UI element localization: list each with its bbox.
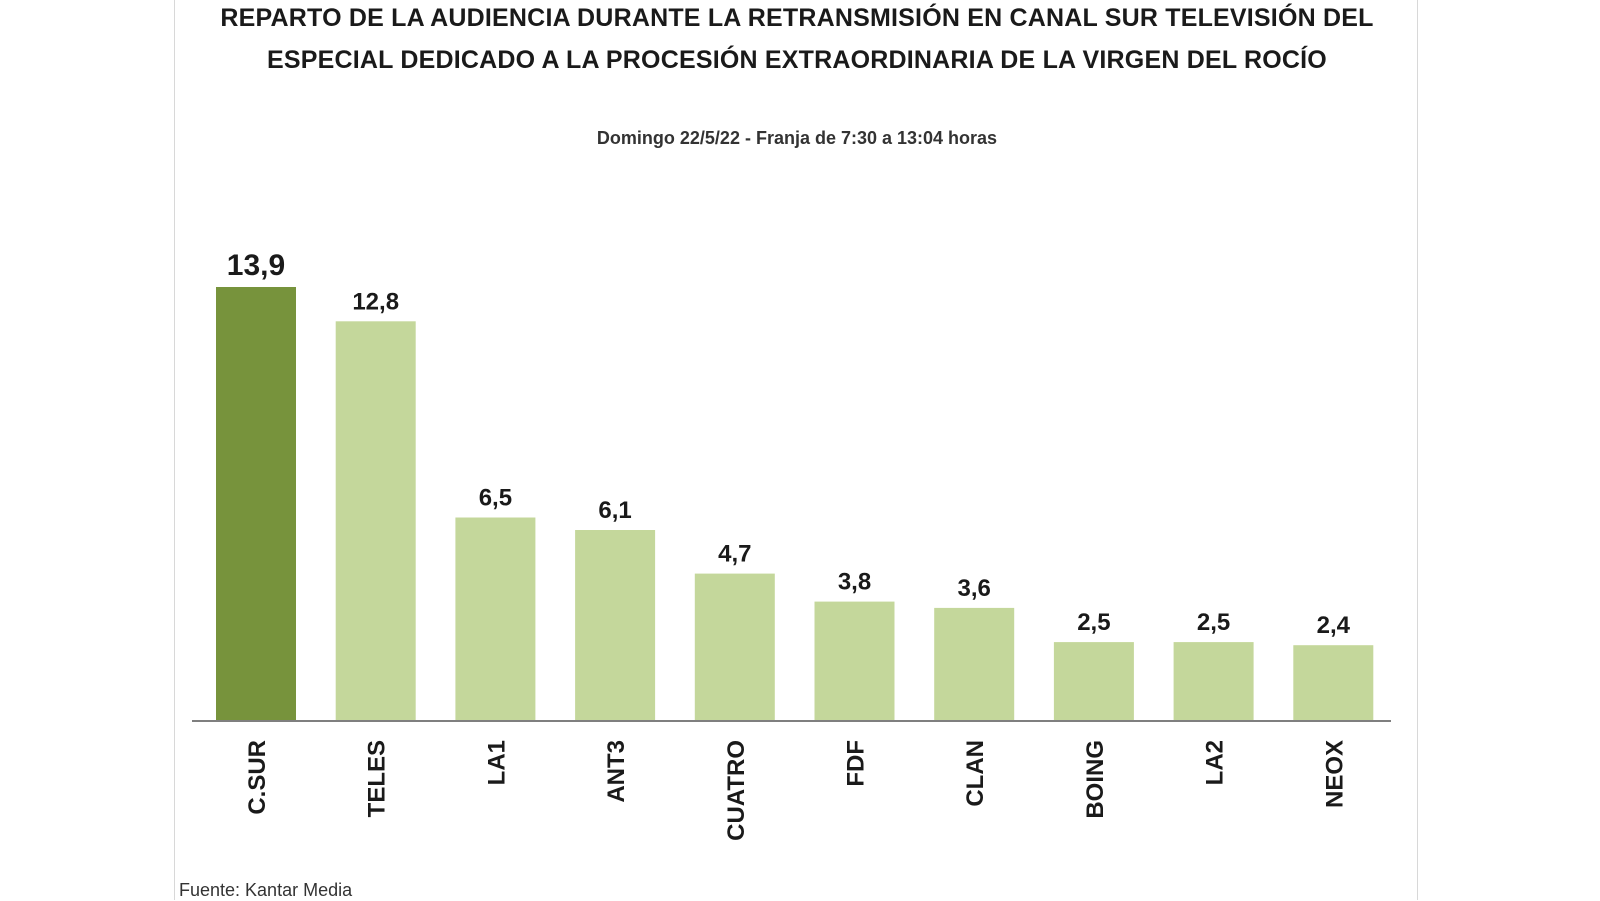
- data-label: 13,9: [227, 249, 285, 282]
- data-label: 2,5: [1197, 609, 1230, 636]
- category-label: TELES: [364, 740, 391, 817]
- category-label: LA2: [1202, 740, 1229, 785]
- bar-la2: [1173, 642, 1254, 720]
- chart-title-line-1: REPARTO DE LA AUDIENCIA DURANTE LA RETRA…: [220, 4, 1374, 32]
- data-label: 12,8: [352, 288, 399, 315]
- bar-fdf: [814, 601, 895, 720]
- bar-cuatro: [694, 573, 775, 720]
- category-label: ANT3: [603, 740, 630, 803]
- source-note: Fuente: Kantar Media: [179, 880, 353, 900]
- category-label: NEOX: [1321, 740, 1348, 808]
- chart-frame: REPARTO DE LA AUDIENCIA DURANTE LA RETRA…: [174, 0, 1418, 900]
- data-label: 6,5: [479, 485, 512, 512]
- data-label: 6,1: [598, 497, 631, 524]
- category-label: FDF: [843, 740, 870, 787]
- bar-teles: [335, 321, 416, 720]
- category-label: CLAN: [962, 740, 989, 807]
- category-label: LA1: [483, 740, 510, 785]
- data-label: 4,7: [718, 541, 751, 568]
- data-label: 2,5: [1077, 609, 1110, 636]
- chart-title-line-2: ESPECIAL DEDICADO A LA PROCESIÓN EXTRAOR…: [267, 46, 1327, 74]
- bar-boing: [1053, 642, 1134, 720]
- bar-neox: [1293, 645, 1374, 720]
- data-label: 2,4: [1317, 612, 1351, 639]
- bar-chart: 13,9 C.SUR 12,8 TELES 6,5 LA1 6,1 ANT3 4,7 CUATRO…: [192, 249, 1391, 841]
- bar-la1: [455, 517, 536, 720]
- data-label: 3,6: [958, 575, 991, 602]
- bar-ant3: [575, 530, 656, 720]
- chart-subtitle: Domingo 22/5/22 - Franja de 7:30 a 13:04…: [596, 128, 998, 148]
- data-label: 3,8: [838, 569, 871, 596]
- bar-c-sur: [216, 287, 296, 720]
- bar-clan: [934, 607, 1015, 720]
- category-label: CUATRO: [723, 740, 750, 841]
- category-label: BOING: [1082, 740, 1109, 819]
- category-label: C.SUR: [244, 740, 271, 815]
